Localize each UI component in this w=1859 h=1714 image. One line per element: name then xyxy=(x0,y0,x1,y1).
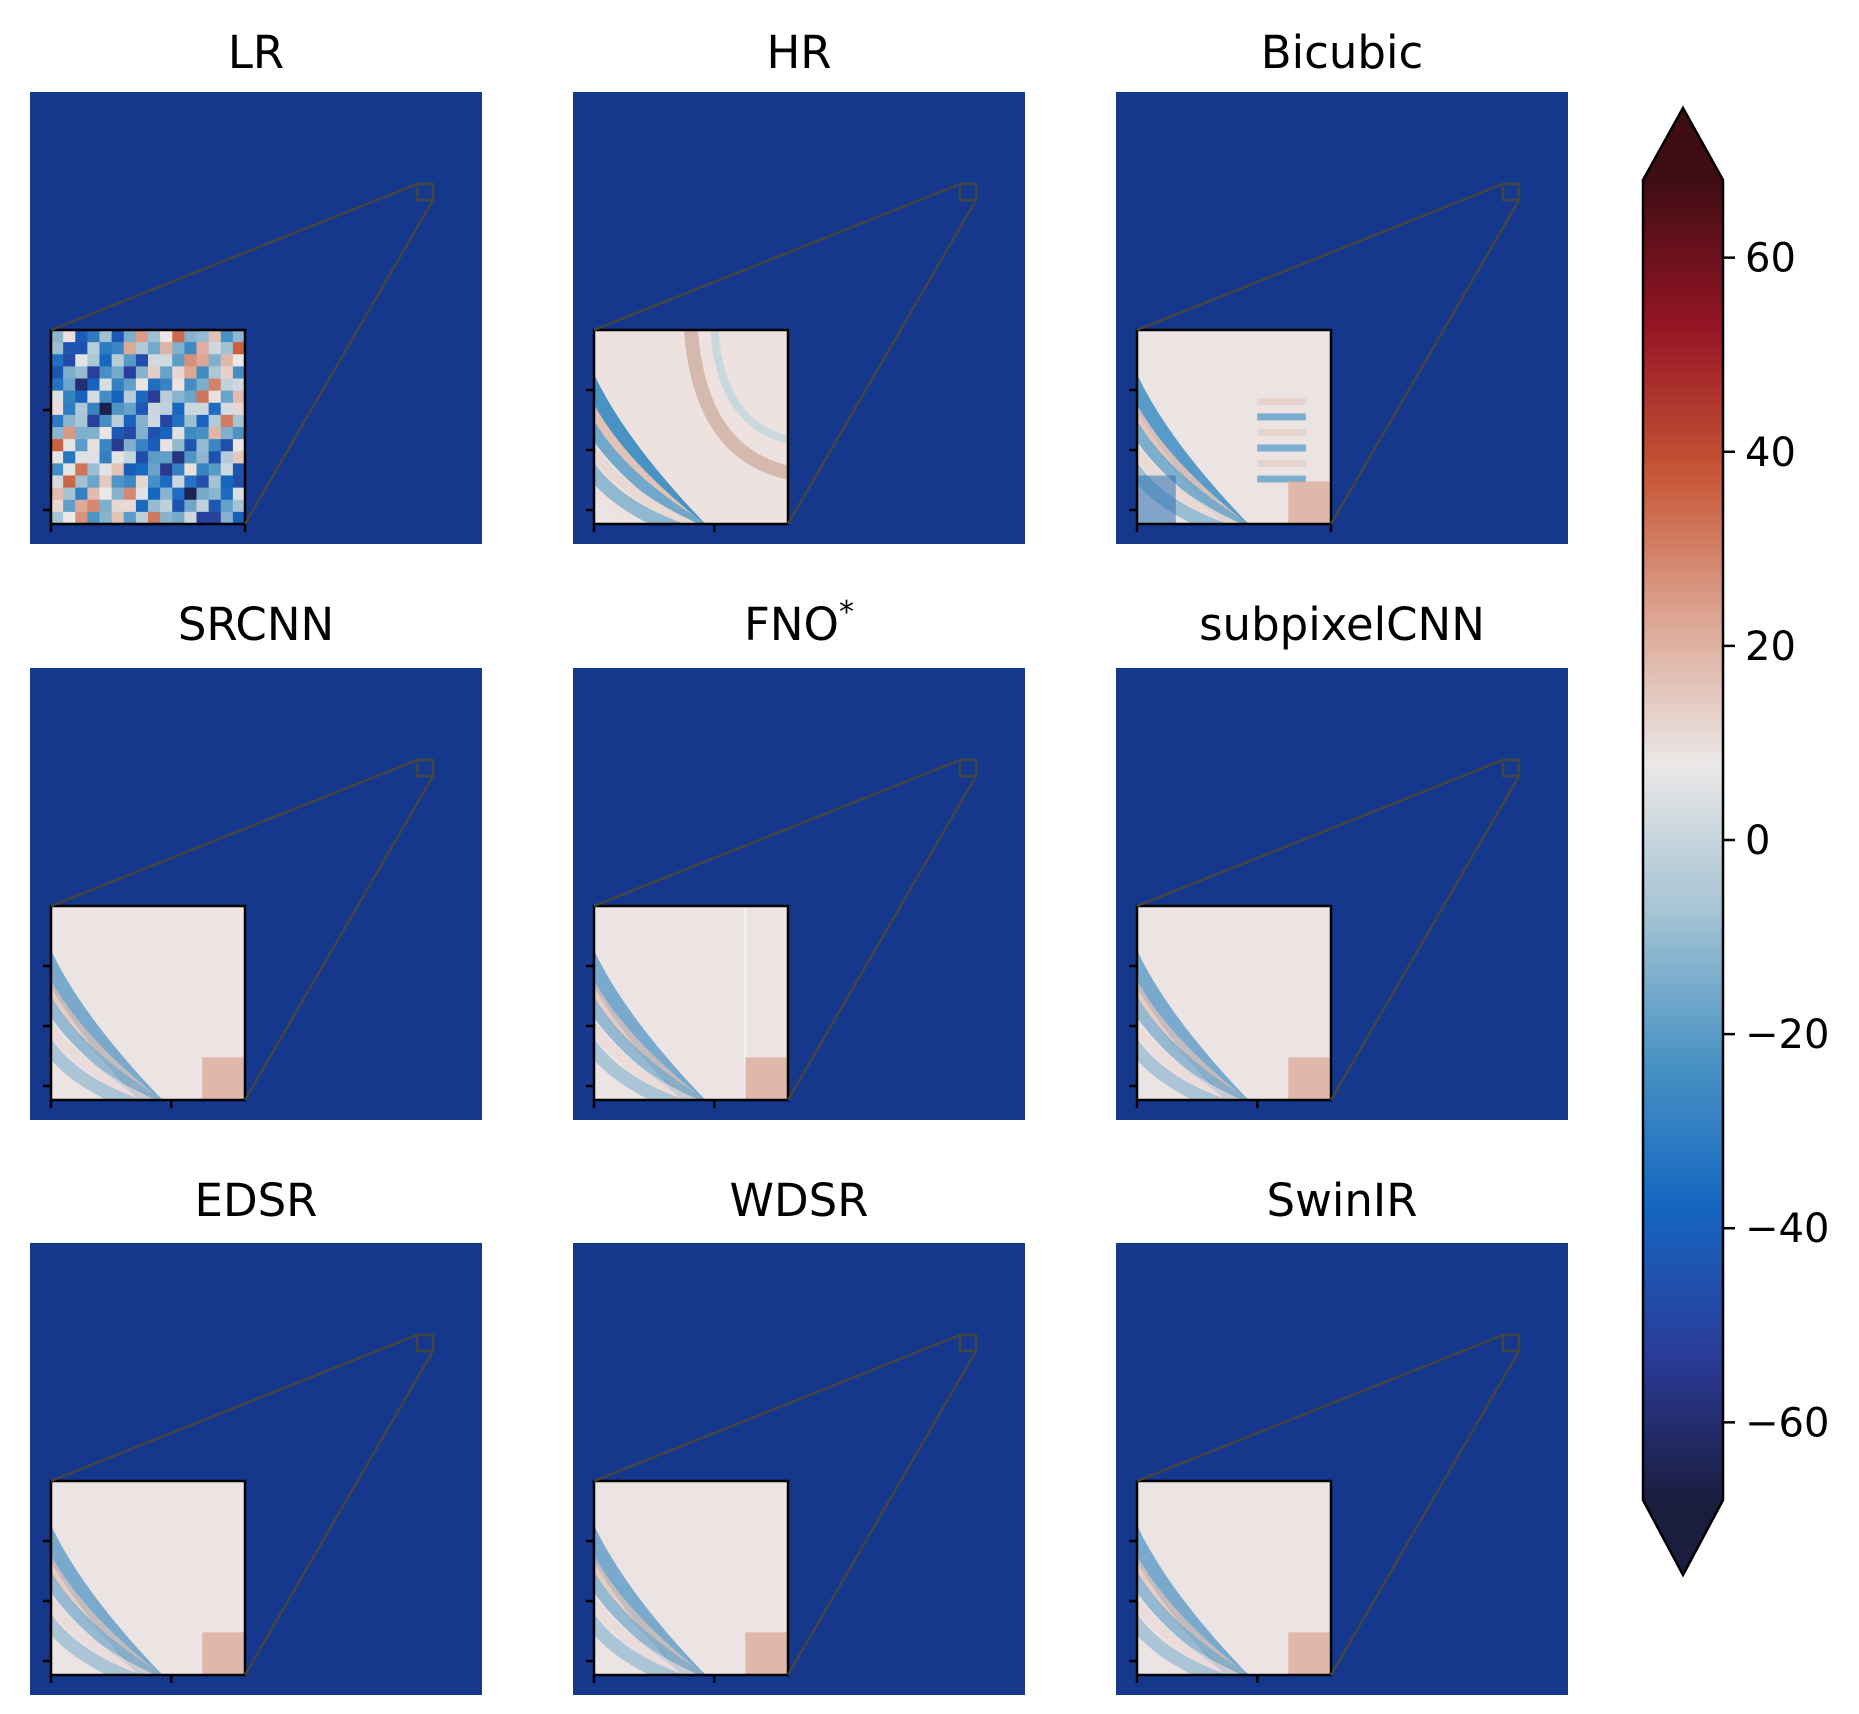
zoom-region-box xyxy=(1501,1333,1521,1353)
colorbar-extend-bottom xyxy=(1643,1500,1723,1575)
colorbar-gradient xyxy=(1643,180,1723,1500)
panel-lr: LR xyxy=(30,26,482,544)
zoom-inset-frame xyxy=(49,1479,247,1677)
zoom-inset-frame xyxy=(592,1479,790,1677)
panel-edsr: EDSR xyxy=(30,1174,482,1695)
colorbar-tick-label: 0 xyxy=(1745,818,1770,864)
zoom-inset-frame xyxy=(592,904,790,1102)
panel-hr: HR xyxy=(573,26,1025,544)
colorbar-tick-label: 20 xyxy=(1745,624,1796,670)
panel-subpixelcnn: subpixelCNN xyxy=(1116,598,1568,1120)
panel-wdsr: WDSR xyxy=(573,1174,1025,1695)
colorbar-tick-label: −20 xyxy=(1745,1012,1829,1058)
zoom-inset-frame xyxy=(1135,1479,1333,1677)
zoom-inset-frame xyxy=(1135,904,1333,1102)
connector-line xyxy=(1329,775,1521,1101)
colorbar-tick-label: −40 xyxy=(1745,1206,1829,1252)
zoom-region-box xyxy=(415,1333,435,1353)
colorbar-tick-label: −60 xyxy=(1745,1400,1829,1446)
panel-title: subpixelCNN xyxy=(1199,598,1485,651)
connector-line xyxy=(786,199,978,525)
zoom-region-box xyxy=(1501,182,1521,202)
colorbar-tick-label: 40 xyxy=(1745,430,1796,476)
zoom-inset-frame xyxy=(49,328,247,526)
connector-line xyxy=(786,775,978,1101)
connector-line xyxy=(1136,758,1504,908)
zoom-region-box xyxy=(1501,758,1521,778)
panel-title: SRCNN xyxy=(178,598,334,651)
connector-line xyxy=(593,1333,961,1483)
zoom-inset-frame xyxy=(49,904,247,1102)
colorbar-tick-label: 60 xyxy=(1745,236,1796,282)
zoom-region-box xyxy=(958,1333,978,1353)
connector-line xyxy=(1329,1350,1521,1676)
colorbar: 60 40 20 0 −20 −40 −60 xyxy=(1641,105,1829,1578)
panel-title: SwinIR xyxy=(1267,1174,1418,1227)
colorbar-extend-top xyxy=(1643,108,1723,180)
connector-line xyxy=(243,775,435,1101)
connector-line xyxy=(243,1350,435,1676)
connector-line xyxy=(1329,199,1521,525)
colorbar-outline xyxy=(1641,105,1725,1578)
panel-swinir: SwinIR xyxy=(1116,1174,1568,1695)
zoom-region-box xyxy=(958,182,978,202)
panel-title: Bicubic xyxy=(1261,26,1423,79)
zoom-region-box xyxy=(415,182,435,202)
connector-line xyxy=(593,182,961,332)
panel-srcnn: SRCNN xyxy=(30,598,482,1120)
panel-fno: FNO* xyxy=(573,595,1025,1120)
connector-line xyxy=(786,1350,978,1676)
panel-title: EDSR xyxy=(195,1174,318,1227)
panel-title: FNO* xyxy=(744,595,854,651)
connector-line xyxy=(50,182,418,332)
panel-bicubic: Bicubic xyxy=(1116,26,1568,544)
zoom-inset-frame xyxy=(1135,328,1333,526)
connector-line xyxy=(243,199,435,525)
zoom-inset-frame xyxy=(592,328,790,526)
connector-line xyxy=(50,758,418,908)
panels-group: LR HR Bicubic SRCNN FNO* subpixelCNN EDSR WDSR S… xyxy=(30,26,1568,1695)
connector-line xyxy=(1136,1333,1504,1483)
panel-title: LR xyxy=(228,26,284,79)
panel-title: HR xyxy=(766,26,831,79)
panel-title: WDSR xyxy=(730,1174,869,1227)
connector-line xyxy=(593,758,961,908)
connector-line xyxy=(50,1333,418,1483)
connector-line xyxy=(1136,182,1504,332)
zoom-region-box xyxy=(958,758,978,778)
zoom-region-box xyxy=(415,758,435,778)
